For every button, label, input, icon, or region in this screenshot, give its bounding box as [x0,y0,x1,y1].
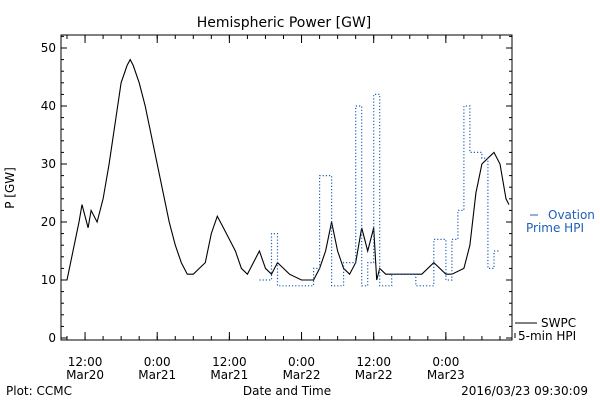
ovation-prime-series [259,93,500,287]
y-tick-label: 50 [41,41,56,55]
plot-frame [60,34,513,341]
x-tick-label-date: Mar21 [138,368,176,382]
x-tick-label-time: 0:00 [288,355,315,369]
footer-credit: Plot: CCMC [6,384,72,398]
y-tick-label: 20 [41,215,56,229]
y-tick-label: 0 [48,331,56,345]
x-tick-label-time: 0:00 [432,355,459,369]
x-tick-label-time: 12:00 [68,355,103,369]
x-tick-label-date: Mar22 [355,368,393,382]
footer-timestamp: 2016/03/23 09:30:09 [461,384,588,398]
x-tick-label-date: Mar22 [283,368,321,382]
x-tick-label-time: 0:00 [144,355,171,369]
legend-ovation-line1: Ovation [548,208,595,222]
x-tick-label-time: 12:00 [212,355,247,369]
y-tick-label: 40 [41,99,56,113]
y-axis-label: P [GW] [3,167,17,209]
legend-swpc-line2: 5-min HPI [518,329,576,343]
swpc-series [61,58,510,281]
x-axis-label: Date and Time [243,384,331,398]
chart-title: Hemispheric Power [GW] [197,15,372,31]
y-axis: 0 10 20 30 40 50 [41,35,512,345]
legend-ovation-line2: Prime HPI [526,221,584,235]
legend-swpc-line1: SWPC [541,316,576,330]
x-axis: 12:00Mar200:00Mar2112:00Mar210:00Mar2212… [66,35,501,382]
x-tick-label-date: Mar21 [210,368,248,382]
x-tick-label-date: Mar20 [66,368,104,382]
series-layer [61,58,510,287]
y-tick-label: 30 [41,157,56,171]
y-tick-label: 10 [41,273,56,287]
x-tick-label-time: 12:00 [356,355,391,369]
x-tick-label-date: Mar23 [427,368,465,382]
